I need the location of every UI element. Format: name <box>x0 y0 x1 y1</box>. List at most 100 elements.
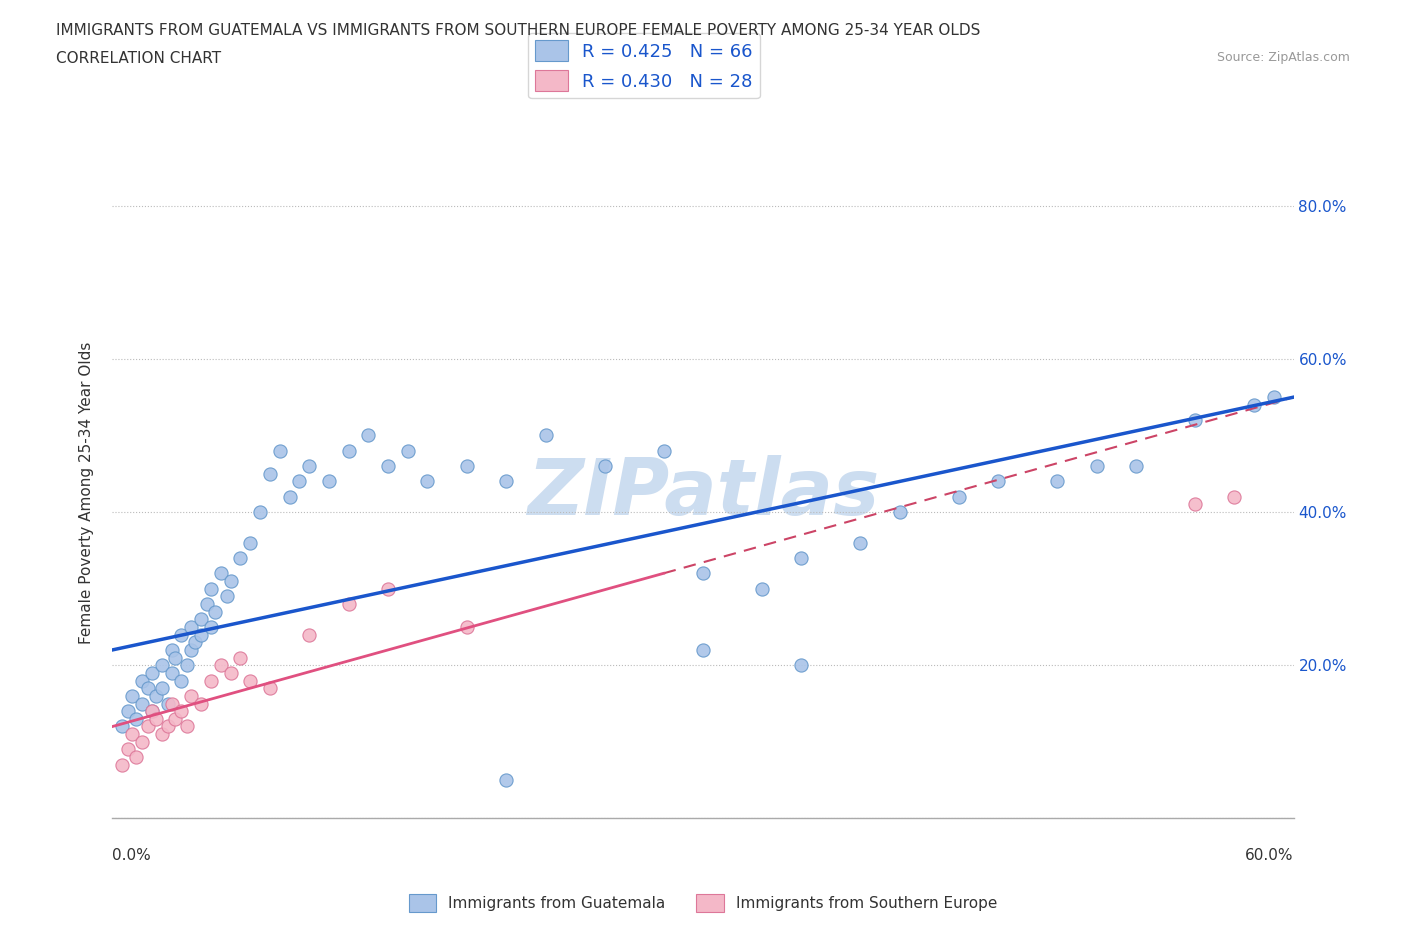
Point <box>298 627 321 642</box>
Point <box>204 604 226 619</box>
Point <box>145 688 167 703</box>
Point <box>209 658 232 672</box>
Point <box>111 757 134 772</box>
Point <box>160 696 183 711</box>
Point <box>131 696 153 711</box>
Point <box>156 696 179 711</box>
Point <box>209 565 232 580</box>
Point <box>229 551 252 565</box>
Point <box>180 643 202 658</box>
Point <box>165 650 187 665</box>
Point <box>259 466 281 481</box>
Point <box>136 681 159 696</box>
Point <box>692 643 714 658</box>
Point <box>239 536 262 551</box>
Point <box>849 536 872 551</box>
Point <box>117 742 139 757</box>
Point <box>278 489 301 504</box>
Point <box>948 489 970 504</box>
Point <box>652 444 675 458</box>
Point <box>150 681 173 696</box>
Point <box>1243 397 1265 412</box>
Point <box>456 458 478 473</box>
Point <box>156 719 179 734</box>
Point <box>170 704 193 719</box>
Point <box>131 673 153 688</box>
Point <box>125 711 148 726</box>
Point <box>1125 458 1147 473</box>
Point <box>889 505 911 520</box>
Point <box>111 719 134 734</box>
Point <box>121 688 143 703</box>
Point <box>377 581 399 596</box>
Point <box>190 612 212 627</box>
Point <box>416 474 439 489</box>
Point <box>1184 497 1206 512</box>
Point <box>288 474 311 489</box>
Text: CORRELATION CHART: CORRELATION CHART <box>56 51 221 66</box>
Point <box>259 681 281 696</box>
Point <box>141 666 163 681</box>
Point <box>1046 474 1069 489</box>
Point <box>200 619 222 634</box>
Point <box>1184 413 1206 428</box>
Legend: Immigrants from Guatemala, Immigrants from Southern Europe: Immigrants from Guatemala, Immigrants fr… <box>402 888 1004 918</box>
Point <box>160 643 183 658</box>
Point <box>176 719 198 734</box>
Point <box>495 474 517 489</box>
Point <box>239 673 262 688</box>
Point <box>357 428 380 443</box>
Point <box>1085 458 1108 473</box>
Point <box>150 726 173 741</box>
Point <box>117 704 139 719</box>
Point <box>534 428 557 443</box>
Point <box>1223 489 1246 504</box>
Point <box>180 619 202 634</box>
Point <box>145 711 167 726</box>
Point <box>692 565 714 580</box>
Point <box>337 444 360 458</box>
Point <box>121 726 143 741</box>
Point <box>249 505 271 520</box>
Point <box>125 750 148 764</box>
Text: 60.0%: 60.0% <box>1246 848 1294 863</box>
Point <box>593 458 616 473</box>
Y-axis label: Female Poverty Among 25-34 Year Olds: Female Poverty Among 25-34 Year Olds <box>79 341 94 644</box>
Point <box>170 627 193 642</box>
Point <box>200 581 222 596</box>
Point <box>298 458 321 473</box>
Legend: R = 0.425   N = 66, R = 0.430   N = 28: R = 0.425 N = 66, R = 0.430 N = 28 <box>529 33 759 99</box>
Point <box>229 650 252 665</box>
Point <box>456 619 478 634</box>
Point <box>190 696 212 711</box>
Point <box>1263 390 1285 405</box>
Point <box>200 673 222 688</box>
Point <box>184 635 207 650</box>
Point <box>176 658 198 672</box>
Point <box>377 458 399 473</box>
Text: Source: ZipAtlas.com: Source: ZipAtlas.com <box>1216 51 1350 64</box>
Point <box>396 444 419 458</box>
Point <box>170 673 193 688</box>
Point <box>751 581 773 596</box>
Point <box>337 596 360 611</box>
Point <box>165 711 187 726</box>
Text: 0.0%: 0.0% <box>112 848 152 863</box>
Point <box>160 666 183 681</box>
Text: ZIPatlas: ZIPatlas <box>527 455 879 531</box>
Point <box>790 551 813 565</box>
Point <box>141 704 163 719</box>
Point <box>495 773 517 788</box>
Point <box>190 627 212 642</box>
Point <box>790 658 813 672</box>
Point <box>136 719 159 734</box>
Point <box>219 666 242 681</box>
Point <box>141 704 163 719</box>
Text: IMMIGRANTS FROM GUATEMALA VS IMMIGRANTS FROM SOUTHERN EUROPE FEMALE POVERTY AMON: IMMIGRANTS FROM GUATEMALA VS IMMIGRANTS … <box>56 23 980 38</box>
Point <box>195 596 218 611</box>
Point <box>219 574 242 589</box>
Point <box>215 589 238 604</box>
Point <box>987 474 1010 489</box>
Point <box>269 444 291 458</box>
Point <box>318 474 340 489</box>
